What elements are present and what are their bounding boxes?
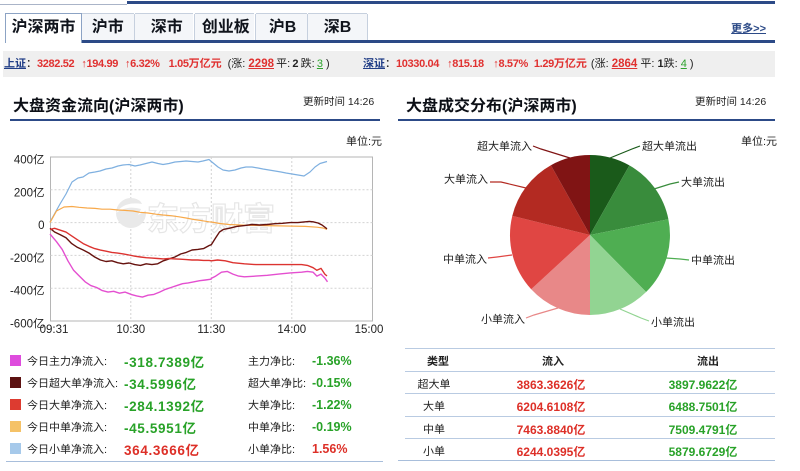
- svg-text:东方财富: 东方财富: [147, 201, 275, 237]
- svg-text:中单流入: 中单流入: [443, 253, 487, 266]
- svg-text:超大单流入: 超大单流入: [477, 140, 532, 153]
- svg-text:小单流入: 小单流入: [481, 313, 525, 326]
- svg-text:11:30: 11:30: [197, 324, 225, 336]
- svg-text:14:00: 14:00: [277, 324, 306, 336]
- svg-text:大单流入: 大单流入: [444, 173, 488, 186]
- svg-text:400亿: 400亿: [14, 154, 45, 167]
- svg-text:小单流出: 小单流出: [651, 316, 695, 329]
- svg-text:-600亿: -600亿: [10, 318, 45, 331]
- svg-text:超大单流出: 超大单流出: [642, 140, 697, 153]
- svg-text:09:31: 09:31: [40, 324, 69, 336]
- svg-text:-200亿: -200亿: [10, 252, 45, 265]
- svg-text:0: 0: [38, 220, 44, 232]
- svg-text:中单流出: 中单流出: [691, 254, 735, 267]
- svg-text:-400亿: -400亿: [10, 285, 45, 298]
- svg-text:200亿: 200亿: [14, 186, 45, 199]
- svg-text:大单流出: 大单流出: [681, 176, 725, 189]
- svg-text:15:00: 15:00: [355, 324, 384, 336]
- svg-text:10:30: 10:30: [116, 324, 145, 336]
